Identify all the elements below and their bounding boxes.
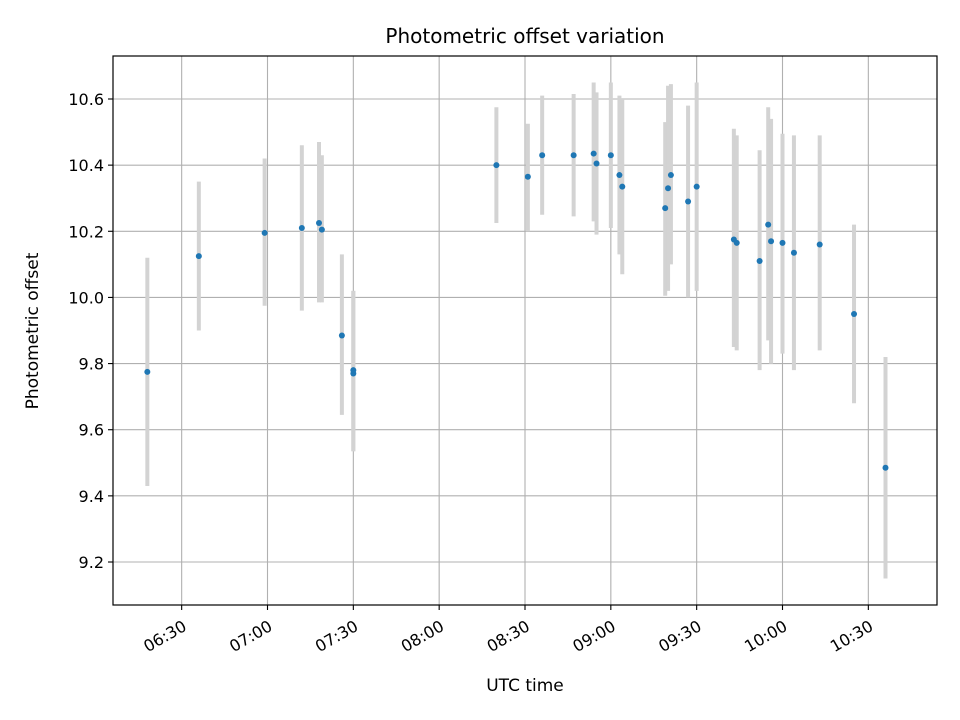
y-tick-label: 10.6: [68, 90, 104, 109]
data-point: [790, 249, 797, 256]
y-axis-ticks: 9.2 9.4 9.6 9.8 10.0 10.2 10.4 10.6: [68, 90, 113, 572]
y-tick-label: 9.6: [79, 421, 104, 440]
data-point: [765, 221, 772, 228]
data-point: [882, 464, 889, 471]
data-point: [350, 370, 357, 377]
data-point: [685, 198, 692, 205]
data-point: [593, 160, 600, 167]
data-point: [733, 239, 740, 246]
y-tick-label: 10.0: [68, 288, 104, 307]
y-tick-label: 9.8: [79, 355, 104, 374]
data-point: [316, 220, 322, 227]
data-point: [524, 173, 531, 180]
x-axis-label: UTC time: [486, 676, 564, 696]
data-point: [539, 152, 546, 159]
y-tick-label: 9.2: [79, 553, 104, 572]
data-points: [144, 150, 889, 471]
data-point: [493, 162, 500, 169]
data-point: [590, 150, 597, 157]
data-point: [619, 183, 626, 190]
data-point: [338, 332, 345, 339]
data-point: [756, 258, 763, 265]
data-point: [662, 205, 669, 212]
data-point: [195, 253, 202, 260]
data-point: [318, 226, 325, 233]
data-point: [816, 241, 823, 248]
y-axis-label: Photometric offset: [23, 252, 43, 409]
data-point: [667, 172, 674, 179]
data-point: [779, 239, 786, 246]
data-point: [144, 368, 151, 375]
data-point: [298, 224, 305, 231]
y-tick-label: 9.4: [79, 487, 104, 506]
data-point: [768, 238, 775, 245]
data-point: [261, 229, 268, 236]
chart-title: Photometric offset variation: [385, 24, 664, 48]
data-point: [570, 152, 577, 159]
y-tick-label: 10.4: [68, 156, 104, 175]
data-point: [851, 310, 858, 317]
data-point: [693, 183, 700, 190]
data-point: [665, 185, 672, 192]
data-point: [607, 152, 614, 159]
data-point: [616, 172, 623, 179]
y-tick-label: 10.2: [68, 222, 104, 241]
